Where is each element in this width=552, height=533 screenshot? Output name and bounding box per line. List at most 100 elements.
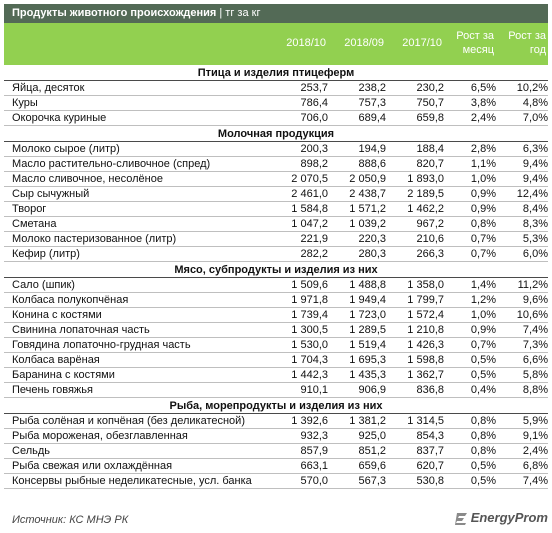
value-2018-10-cell: 1 704,3 <box>291 354 328 366</box>
month-growth-cell: 0,4% <box>470 384 496 396</box>
month-growth-cell: 0,5% <box>470 354 496 366</box>
energyprom-logo-icon <box>454 512 467 525</box>
year-growth-cell: 4,8% <box>522 97 548 109</box>
value-2017-10-cell: 1 598,8 <box>407 354 444 366</box>
value-2018-10-cell: 570,0 <box>300 475 328 487</box>
year-growth-cell: 12,4% <box>516 188 548 200</box>
value-2018-09-cell: 1 723,0 <box>349 309 386 321</box>
section-header: Рыба, морепродукты и изделия из них <box>4 398 548 414</box>
year-growth-cell: 7,4% <box>522 324 548 336</box>
product-name-cell: Колбаса полукопчёная <box>12 294 129 306</box>
year-growth-cell: 7,0% <box>522 112 548 124</box>
table-unit: | тг за кг <box>219 7 261 19</box>
table-row: Творог 1 584,8 1 571,2 1 462,2 0,9% 8,4% <box>4 202 548 217</box>
value-2017-10-cell: 1 462,2 <box>407 203 444 215</box>
value-2018-10-cell: 1 509,6 <box>291 279 328 291</box>
table-row: Масло растительно-сливочное (спред) 898,2… <box>4 157 548 172</box>
value-2017-10-cell: 820,7 <box>416 158 444 170</box>
value-2017-10-cell: 620,7 <box>416 460 444 472</box>
logo-text: EnergyProm <box>470 510 548 525</box>
value-2018-09-cell: 888,6 <box>358 158 386 170</box>
value-2018-09-cell: 1 571,2 <box>349 203 386 215</box>
year-growth-cell: 7,3% <box>522 339 548 351</box>
table-row: Баранина с костями 1 442,3 1 435,3 1 362,7 0… <box>4 368 548 383</box>
table-title: Продукты животного происхождения <box>12 7 217 19</box>
month-growth-cell: 1,0% <box>470 309 496 321</box>
value-2018-10-cell: 200,3 <box>300 143 328 155</box>
header-year-growth: Рост за год <box>508 30 546 56</box>
value-2017-10-cell: 230,2 <box>416 82 444 94</box>
table-row: Масло сливочное, несолёное 2 070,5 2 050,9… <box>4 172 548 187</box>
month-growth-cell: 2,4% <box>470 112 496 124</box>
value-2017-10-cell: 530,8 <box>416 475 444 487</box>
year-growth-cell: 9,6% <box>522 294 548 306</box>
value-2018-09-cell: 659,6 <box>358 460 386 472</box>
value-2017-10-cell: 210,6 <box>416 233 444 245</box>
value-2018-10-cell: 932,3 <box>300 430 328 442</box>
value-2018-09-cell: 2 050,9 <box>349 173 386 185</box>
year-growth-cell: 9,4% <box>522 158 548 170</box>
product-name-cell: Масло растительно-сливочное (спред) <box>12 158 211 170</box>
value-2018-09-cell: 925,0 <box>358 430 386 442</box>
value-2018-09-cell: 1 488,8 <box>349 279 386 291</box>
value-2018-10-cell: 663,1 <box>300 460 328 472</box>
year-growth-cell: 5,3% <box>522 233 548 245</box>
table-body: Птица и изделия птицеферм Яйца, десяток 25… <box>4 65 548 489</box>
table-row: Сельдь 857,9 851,2 837,7 0,8% 2,4% <box>4 444 548 459</box>
product-name-cell: Молоко сырое (литр) <box>12 143 120 155</box>
value-2017-10-cell: 967,2 <box>416 218 444 230</box>
product-name-cell: Сметана <box>12 218 57 230</box>
value-2018-10-cell: 282,2 <box>300 248 328 260</box>
year-growth-cell: 7,4% <box>522 475 548 487</box>
month-growth-cell: 1,2% <box>470 294 496 306</box>
header-2018-10: 2018/10 <box>286 37 326 49</box>
value-2018-09-cell: 906,9 <box>358 384 386 396</box>
product-name-cell: Окорочка куриные <box>12 112 107 124</box>
year-growth-cell: 9,1% <box>522 430 548 442</box>
value-2017-10-cell: 1 893,0 <box>407 173 444 185</box>
table-row: Окорочка куриные 706,0 689,4 659,8 2,4% 7,0% <box>4 111 548 126</box>
value-2018-10-cell: 253,7 <box>300 82 328 94</box>
value-2018-09-cell: 1 381,2 <box>349 415 386 427</box>
header-2017-10: 2017/10 <box>402 37 442 49</box>
product-name-cell: Сало (шпик) <box>12 279 75 291</box>
product-name-cell: Сельдь <box>12 445 50 457</box>
month-growth-cell: 0,7% <box>470 248 496 260</box>
value-2017-10-cell: 836,8 <box>416 384 444 396</box>
product-name-cell: Куры <box>12 97 38 109</box>
value-2018-09-cell: 1 695,3 <box>349 354 386 366</box>
value-2018-09-cell: 1 289,5 <box>349 324 386 336</box>
column-header-row: 2018/10 2018/09 2017/10 Рост за месяц Ро… <box>4 23 548 65</box>
value-2018-09-cell: 757,3 <box>358 97 386 109</box>
month-growth-cell: 6,5% <box>470 82 496 94</box>
product-name-cell: Рыба солёная и копчёная (без деликатесно… <box>12 415 245 427</box>
table-row: Печень говяжья 910,1 906,9 836,8 0,4% 8,8% <box>4 383 548 398</box>
value-2017-10-cell: 854,3 <box>416 430 444 442</box>
year-growth-cell: 10,2% <box>516 82 548 94</box>
value-2018-10-cell: 1 300,5 <box>291 324 328 336</box>
value-2018-09-cell: 220,3 <box>358 233 386 245</box>
table-row: Консервы рыбные неделикатесные, усл. бан… <box>4 474 548 489</box>
value-2017-10-cell: 837,7 <box>416 445 444 457</box>
table-row: Рыба солёная и копчёная (без деликатесно… <box>4 414 548 429</box>
year-growth-cell: 8,8% <box>522 384 548 396</box>
product-name-cell: Свинина лопаточная часть <box>12 324 150 336</box>
table-row: Свинина лопаточная часть 1 300,5 1 289,5 1 … <box>4 323 548 338</box>
year-growth-cell: 10,6% <box>516 309 548 321</box>
table-row: Конина с костями 1 739,4 1 723,0 1 572,4 1,0… <box>4 308 548 323</box>
section-header: Молочная продукция <box>4 126 548 142</box>
year-growth-cell: 5,9% <box>522 415 548 427</box>
value-2018-10-cell: 1 392,6 <box>291 415 328 427</box>
header-2018-09: 2018/09 <box>344 37 384 49</box>
table-row: Молоко сырое (литр) 200,3 194,9 188,4 2,8% 6,… <box>4 142 548 157</box>
month-growth-cell: 0,5% <box>470 475 496 487</box>
value-2018-09-cell: 194,9 <box>358 143 386 155</box>
value-2018-10-cell: 221,9 <box>300 233 328 245</box>
year-growth-cell: 5,8% <box>522 369 548 381</box>
table-row: Говядина лопаточно-грудная часть 1 530,0 1… <box>4 338 548 353</box>
value-2017-10-cell: 1 426,3 <box>407 339 444 351</box>
product-name-cell: Кефир (литр) <box>12 248 80 260</box>
value-2018-09-cell: 280,3 <box>358 248 386 260</box>
month-growth-cell: 1,4% <box>470 279 496 291</box>
value-2018-10-cell: 898,2 <box>300 158 328 170</box>
